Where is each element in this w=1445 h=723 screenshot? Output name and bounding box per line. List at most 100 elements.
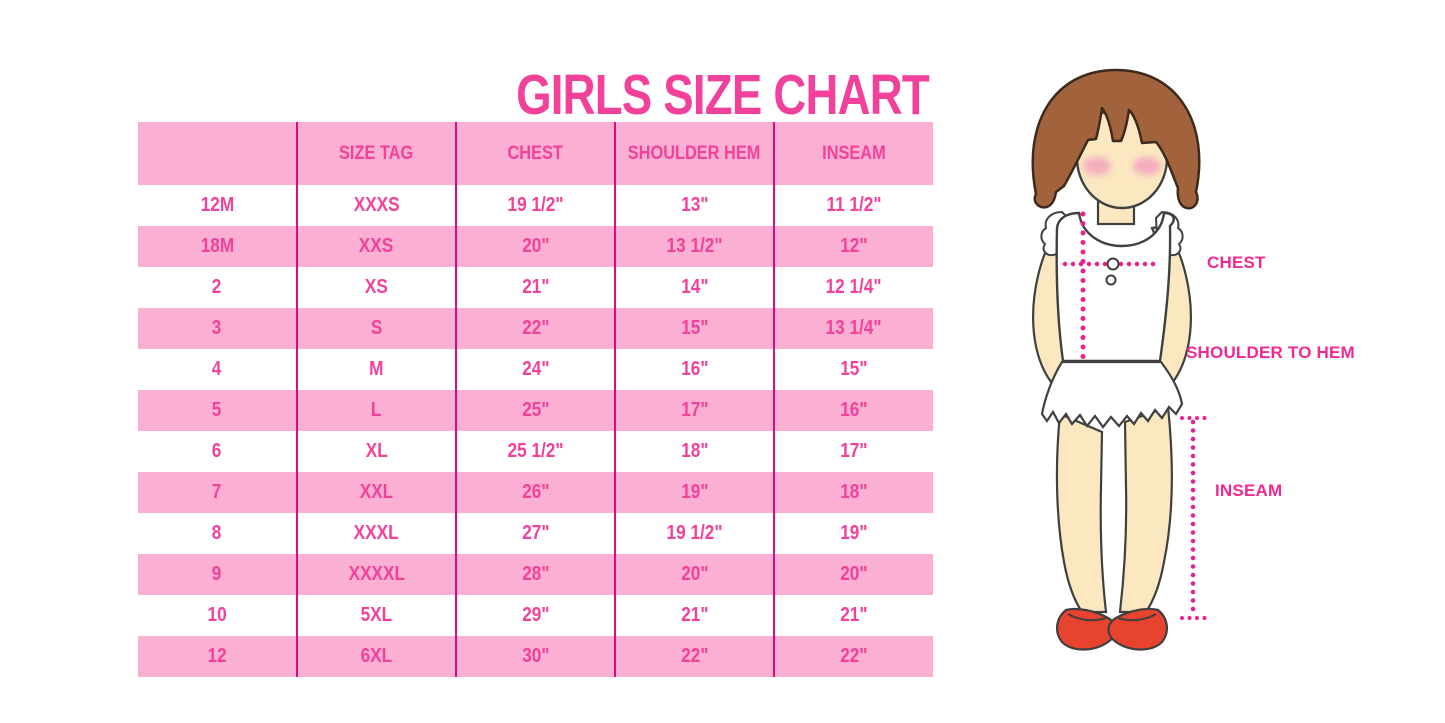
table-cell-text: 30" xyxy=(521,645,550,667)
header-cell-shoulder-hem: SHOULDER HEM xyxy=(614,122,774,185)
header-cell-chest: CHEST xyxy=(455,122,615,185)
table-cell: 28" xyxy=(455,554,615,595)
table-cell: 24" xyxy=(455,349,615,390)
table-cell-text: 7 xyxy=(212,481,222,503)
girl-top-bodice xyxy=(1055,211,1175,363)
table-cell: 18" xyxy=(773,472,933,513)
table-cell-text: 22" xyxy=(521,317,550,339)
girl-right-shoe xyxy=(1107,607,1168,651)
table-cell-text: XL xyxy=(365,440,388,462)
table-cell: 12 xyxy=(138,636,297,677)
table-cell-text: 13" xyxy=(680,194,709,216)
size-table-body: 12M XXXS 19 1/2" 13" 11 1/2" 18M XXS 20" 13 1/2"… xyxy=(138,185,933,677)
table-cell-text: 28" xyxy=(521,563,550,585)
table-cell-text: 6 xyxy=(212,440,222,462)
table-cell-text: 16" xyxy=(840,399,868,421)
table-cell-text: 22" xyxy=(840,645,868,667)
table-cell-text: 21" xyxy=(840,604,868,626)
table-cell-text: 12" xyxy=(840,235,868,257)
table-cell-text: 26" xyxy=(521,481,550,503)
table-cell-text: 25" xyxy=(521,399,550,421)
table-cell: 21" xyxy=(614,595,774,636)
table-cell: 18" xyxy=(614,431,774,472)
table-cell-text: 19 1/2" xyxy=(507,194,564,216)
table-cell: 4 xyxy=(138,349,297,390)
table-cell-text: 14" xyxy=(680,276,709,298)
table-cell: 6 xyxy=(138,431,297,472)
girl-left-shoe xyxy=(1056,607,1117,651)
table-cell: L xyxy=(296,390,456,431)
top-button-1 xyxy=(1106,257,1120,271)
table-cell: 13 1/4" xyxy=(773,308,933,349)
page-title: GIRLS SIZE CHART xyxy=(516,63,930,128)
table-cell-text: 20" xyxy=(680,563,709,585)
table-cell: 17" xyxy=(614,390,774,431)
table-cell-text: 5 xyxy=(212,399,222,421)
table-cell: 21" xyxy=(455,267,615,308)
table-cell-text: 5XL xyxy=(360,604,393,626)
table-cell-text: 4 xyxy=(212,358,222,380)
table-cell: 22" xyxy=(614,636,774,677)
table-cell: 13" xyxy=(614,185,774,226)
table-cell: 12" xyxy=(773,226,933,267)
table-cell: 22" xyxy=(455,308,615,349)
table-cell: 16" xyxy=(614,349,774,390)
table-cell-text: 19" xyxy=(680,481,709,503)
table-cell: 21" xyxy=(773,595,933,636)
table-row: 8 XXXL 27" 19 1/2" 19" xyxy=(138,513,933,554)
table-cell-text: 17" xyxy=(840,440,868,462)
measurement-figure: CHEST SHOULDER TO HEM INSEAM xyxy=(1000,62,1445,712)
header-cell-blank xyxy=(138,122,297,185)
table-cell: 3 xyxy=(138,308,297,349)
table-cell: 10 xyxy=(138,595,297,636)
girl-skirt xyxy=(1040,360,1184,429)
table-cell: 18M xyxy=(138,226,297,267)
table-cell: 8 xyxy=(138,513,297,554)
right-cheek xyxy=(1133,157,1161,175)
table-cell-text: 21" xyxy=(521,276,550,298)
table-cell: 29" xyxy=(455,595,615,636)
table-cell-text: 19 1/2" xyxy=(666,522,723,544)
table-row: 6 XL 25 1/2" 18" 17" xyxy=(138,431,933,472)
table-cell-text: 22" xyxy=(680,645,709,667)
table-cell-text: 16" xyxy=(680,358,709,380)
table-cell-text: 6XL xyxy=(360,645,393,667)
table-cell: 19 1/2" xyxy=(455,185,615,226)
left-cheek xyxy=(1083,157,1111,175)
table-cell: 12 1/4" xyxy=(773,267,933,308)
table-cell-text: XXXS xyxy=(353,194,400,216)
table-cell-text: 21" xyxy=(680,604,709,626)
table-cell: XXL xyxy=(296,472,456,513)
table-cell-text: 8 xyxy=(212,522,222,544)
table-cell-text: 24" xyxy=(521,358,550,380)
table-cell: XL xyxy=(296,431,456,472)
table-cell: 5 xyxy=(138,390,297,431)
table-row: 2 XS 21" 14" 12 1/4" xyxy=(138,267,933,308)
table-cell-text: 18M xyxy=(200,235,234,257)
table-row: 3 S 22" 15" 13 1/4" xyxy=(138,308,933,349)
table-cell: 14" xyxy=(614,267,774,308)
shoulder-to-hem-label: SHOULDER TO HEM xyxy=(1186,343,1355,362)
table-row: 9 XXXXL 28" 20" 20" xyxy=(138,554,933,595)
table-cell-text: 3 xyxy=(212,317,222,339)
left-shoe-strap xyxy=(1067,613,1107,622)
table-cell: 30" xyxy=(455,636,615,677)
table-row: 7 XXL 26" 19" 18" xyxy=(138,472,933,513)
table-cell-text: 13 1/4" xyxy=(826,317,882,339)
table-cell-text: L xyxy=(371,399,382,421)
table-cell: 19" xyxy=(614,472,774,513)
girls-size-table: SIZE TAG CHEST SHOULDER HEM INSEAM 12 M XX… xyxy=(138,122,933,677)
table-row: 18M XXS 20" 13 1/2" 12" xyxy=(138,226,933,267)
girl-left-leg xyxy=(1055,412,1108,614)
table-cell: XXXL xyxy=(296,513,456,554)
table-row: 12 6XL 30" 22" 22" xyxy=(138,636,933,677)
size-table-header: SIZE TAG CHEST SHOULDER HEM INSEAM xyxy=(138,122,933,185)
table-cell: 17" xyxy=(773,431,933,472)
table-cell: M xyxy=(296,349,456,390)
table-row: 10 5XL 29" 21" 21" xyxy=(138,595,933,636)
table-cell: XS xyxy=(296,267,456,308)
table-cell: 15" xyxy=(614,308,774,349)
table-cell-text: 2 xyxy=(212,276,222,298)
table-cell: S xyxy=(296,308,456,349)
table-cell: 15" xyxy=(773,349,933,390)
